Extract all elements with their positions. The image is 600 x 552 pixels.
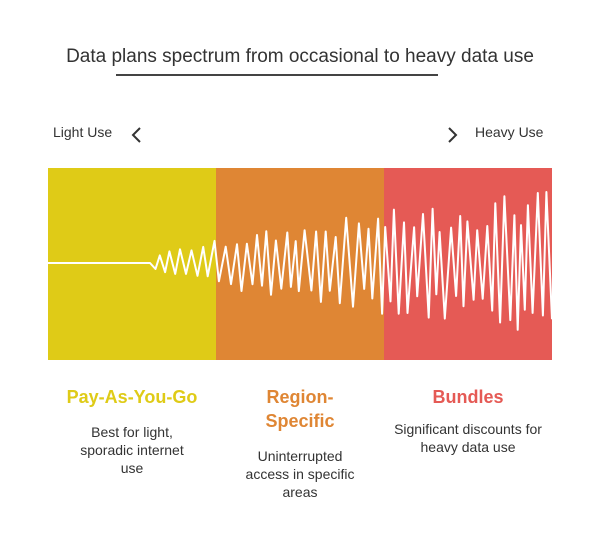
signal-wave-line [48,191,552,331]
heavy-use-label: Heavy Use [475,124,544,140]
plan-title-region-specific: Region- Specific [216,385,384,433]
plan-title-line: Bundles [432,387,504,407]
chevron-right-icon [448,127,458,143]
plan-desc-pay-as-you-go: Best for light, sporadic internet use [80,424,184,476]
plan-title-bundles: Bundles [384,385,552,409]
plan-desc-bundles: Significant discounts for heavy data use [394,421,542,455]
light-use-label: Light Use [53,124,113,140]
signal-wave [48,191,552,331]
diagram-title: Data plans spectrum from occasional to h… [66,46,534,67]
plan-title-line: Region- [266,387,334,407]
plan-desc-region-specific: Uninterrupted access in specific areas [245,448,355,500]
chevron-left-icon [131,127,141,143]
plan-title-line: Specific [265,411,335,431]
plan-title-line: Pay-As-You-Go [66,387,198,407]
title-underline [116,74,438,76]
plan-title-pay-as-you-go: Pay-As-You-Go [48,385,216,409]
